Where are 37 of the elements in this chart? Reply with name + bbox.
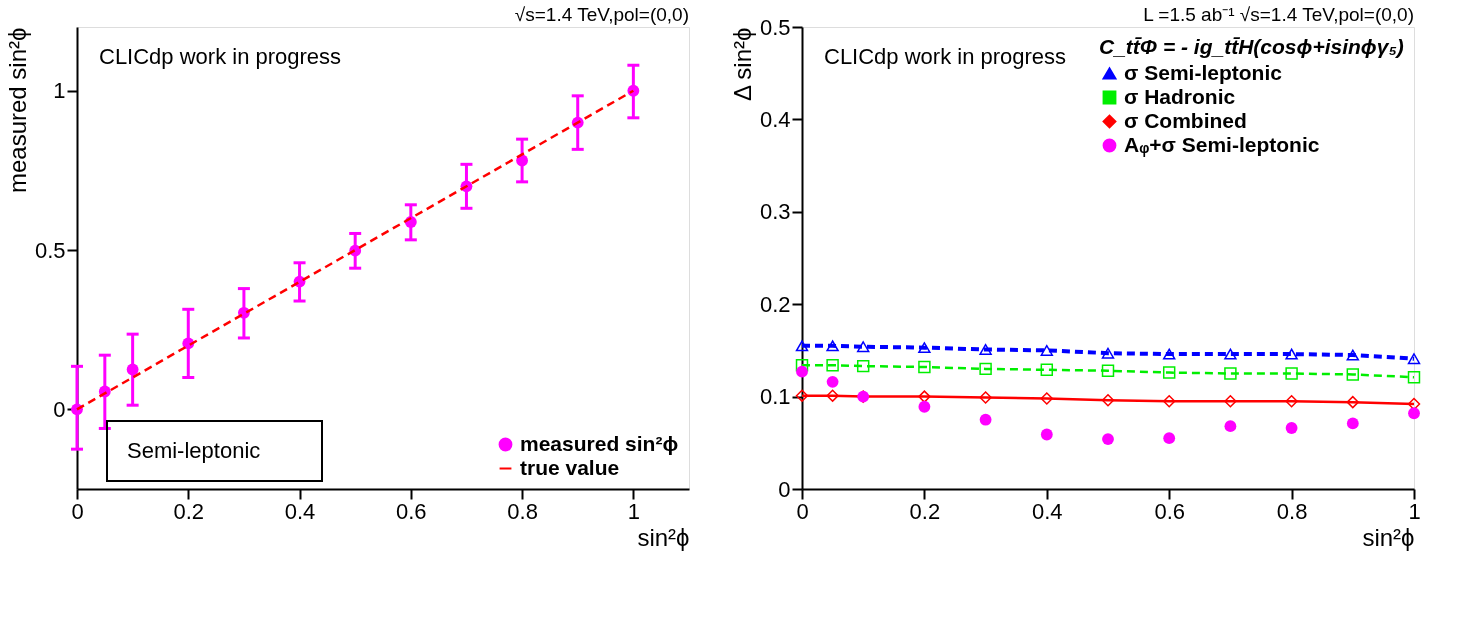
y-tick-label: 1 (53, 78, 66, 104)
y-tick-label: 0.1 (759, 384, 791, 410)
x-tick-label: 0.8 (1276, 498, 1308, 524)
y-axis-title: measured sin²ϕ (3, 27, 31, 194)
y-tick-label: 0 (53, 396, 66, 422)
y-tick-label: 0.5 (34, 237, 66, 263)
x-axis-title: sin²ϕ (637, 523, 690, 551)
legend-title: C_tt̄Φ = - ig_tt̄H(cosϕ+isinϕγ₅) (1099, 35, 1404, 58)
y-tick-label: 0.2 (759, 291, 791, 317)
x-axis-title: sin²ϕ (1362, 523, 1415, 551)
legend-label: true value (520, 455, 620, 479)
x-tick-label: 1 (1408, 498, 1421, 524)
x-tick-label: 0.4 (1032, 498, 1063, 524)
y-tick-label: 0.5 (759, 14, 791, 40)
legend-label: σ Hadronic (1124, 84, 1236, 108)
x-tick-label: 0 (796, 498, 809, 524)
x-tick-label: 1 (627, 498, 640, 524)
y-tick-label: 0.4 (759, 106, 791, 132)
x-tick-label: 0.8 (507, 498, 538, 524)
text: L =1.5 ab⁻¹ √s=1.4 TeV,pol=(0,0) (1143, 4, 1414, 25)
x-tick-label: 0.2 (173, 498, 205, 524)
y-tick-label: 0 (778, 476, 791, 502)
annotation: CLICdp work in progress (99, 44, 342, 69)
y-tick-label: 0.3 (759, 199, 791, 225)
legend-label: measured sin²ϕ (520, 431, 679, 455)
legend-label: Aᵩ+σ Semi-leptonic (1124, 132, 1320, 157)
text: √s=1.4 TeV,pol=(0,0) (514, 4, 689, 25)
legend-label: σ Combined (1124, 108, 1247, 132)
legend-label: σ Semi-leptonic (1124, 60, 1283, 84)
annotation: Semi-leptonic (127, 438, 261, 463)
x-tick-label: 0.4 (284, 498, 316, 524)
x-tick-label: 0 (71, 498, 84, 524)
y-axis-title: Δ sin²ϕ (728, 27, 756, 101)
annotation: CLICdp work in progress (824, 44, 1067, 69)
x-tick-label: 0.6 (1154, 498, 1185, 524)
x-tick-label: 0.6 (396, 498, 427, 524)
x-tick-label: 0.2 (909, 498, 941, 524)
